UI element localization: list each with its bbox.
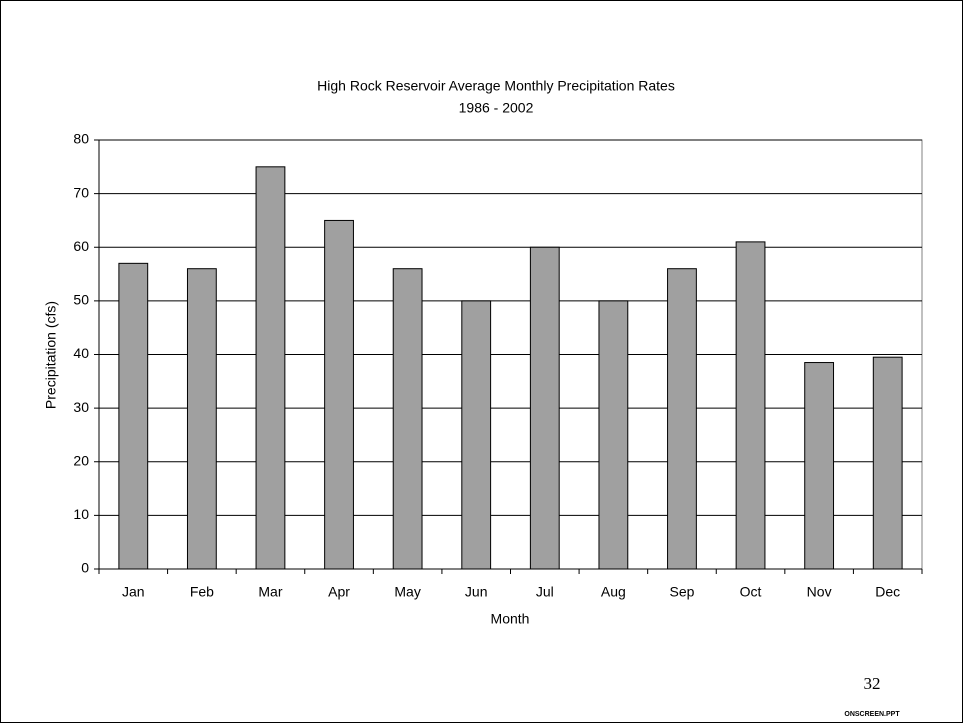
x-tick-label: Dec	[875, 584, 900, 600]
y-tick-label: 50	[73, 292, 89, 308]
bar	[186, 268, 217, 570]
x-tick-label: Oct	[740, 584, 762, 600]
x-tick-label: Jun	[465, 584, 488, 600]
bar	[529, 246, 560, 570]
x-tick-label: May	[394, 584, 420, 600]
x-axis-label: Month	[491, 611, 530, 627]
x-tick-label: Aug	[601, 584, 626, 600]
y-tick-label: 40	[73, 345, 89, 361]
y-tick-label: 20	[73, 452, 89, 468]
x-tick-label: Feb	[190, 584, 214, 600]
x-tick-label: Nov	[807, 584, 832, 600]
bar	[461, 300, 492, 570]
y-tick-label: 30	[73, 399, 89, 415]
bar	[324, 219, 354, 570]
bar	[118, 262, 149, 570]
page-number: 32	[864, 674, 881, 693]
y-tick-label: 60	[73, 238, 89, 254]
chart-title: High Rock Reservoir Average Monthly Prec…	[317, 78, 675, 94]
x-tick-label: Apr	[328, 584, 350, 600]
bar	[804, 362, 835, 570]
bar	[735, 241, 766, 570]
bar	[255, 166, 286, 570]
y-tick-label: 80	[73, 131, 89, 147]
chart-subtitle: 1986 - 2002	[459, 100, 534, 116]
bar	[392, 268, 423, 570]
footer: ONSCREEN.PPT	[844, 711, 900, 718]
bar	[872, 356, 903, 570]
x-tick-label: Mar	[258, 584, 282, 600]
y-tick-label: 10	[73, 506, 89, 522]
bar	[667, 268, 697, 570]
y-tick-label: 70	[73, 184, 89, 200]
y-tick-label: 0	[81, 560, 89, 576]
bar	[598, 300, 629, 570]
y-axis-label: Precipitation (cfs)	[43, 301, 59, 409]
x-tick-label: Jul	[536, 584, 554, 600]
x-tick-label: Jan	[122, 584, 145, 600]
x-tick-label: Sep	[669, 584, 694, 600]
